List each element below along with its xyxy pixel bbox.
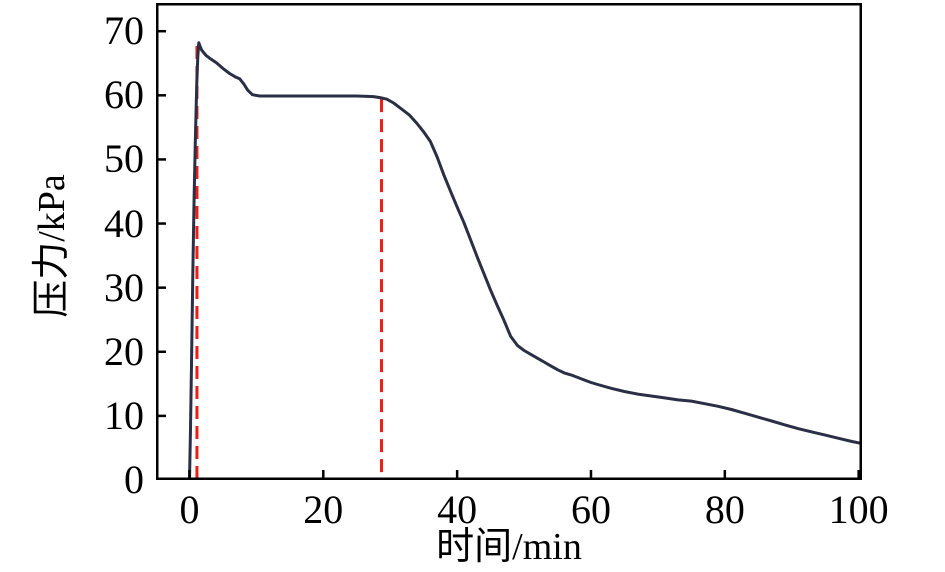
plot-area [156,3,862,480]
y-tick-label: 40 [104,200,144,246]
y-tick-label: 10 [104,392,144,438]
x-tick-label: 100 [828,487,889,532]
y-tick-label: 70 [104,8,144,54]
y-tick-label: 0 [124,457,144,502]
x-tick-label: 60 [570,487,611,532]
x-tick-label: 80 [704,487,745,532]
x-tick-label: 40 [437,487,478,532]
x-axis-label: 时间/min [436,526,582,568]
pressure-curve [188,41,862,480]
y-axis-label: 压力/kPa [31,174,73,318]
y-tick-label: 20 [104,328,144,374]
plot-frame [156,3,862,480]
y-tick-label: 30 [104,264,144,310]
x-tick-label: 20 [303,487,344,532]
x-tick-label: 0 [179,487,200,532]
y-tick-label: 60 [104,72,144,118]
plot-svg [156,3,862,480]
y-tick-label: 50 [104,136,144,182]
y-axis-tick-labels: 0 10 20 30 40 50 60 70 [0,0,144,572]
